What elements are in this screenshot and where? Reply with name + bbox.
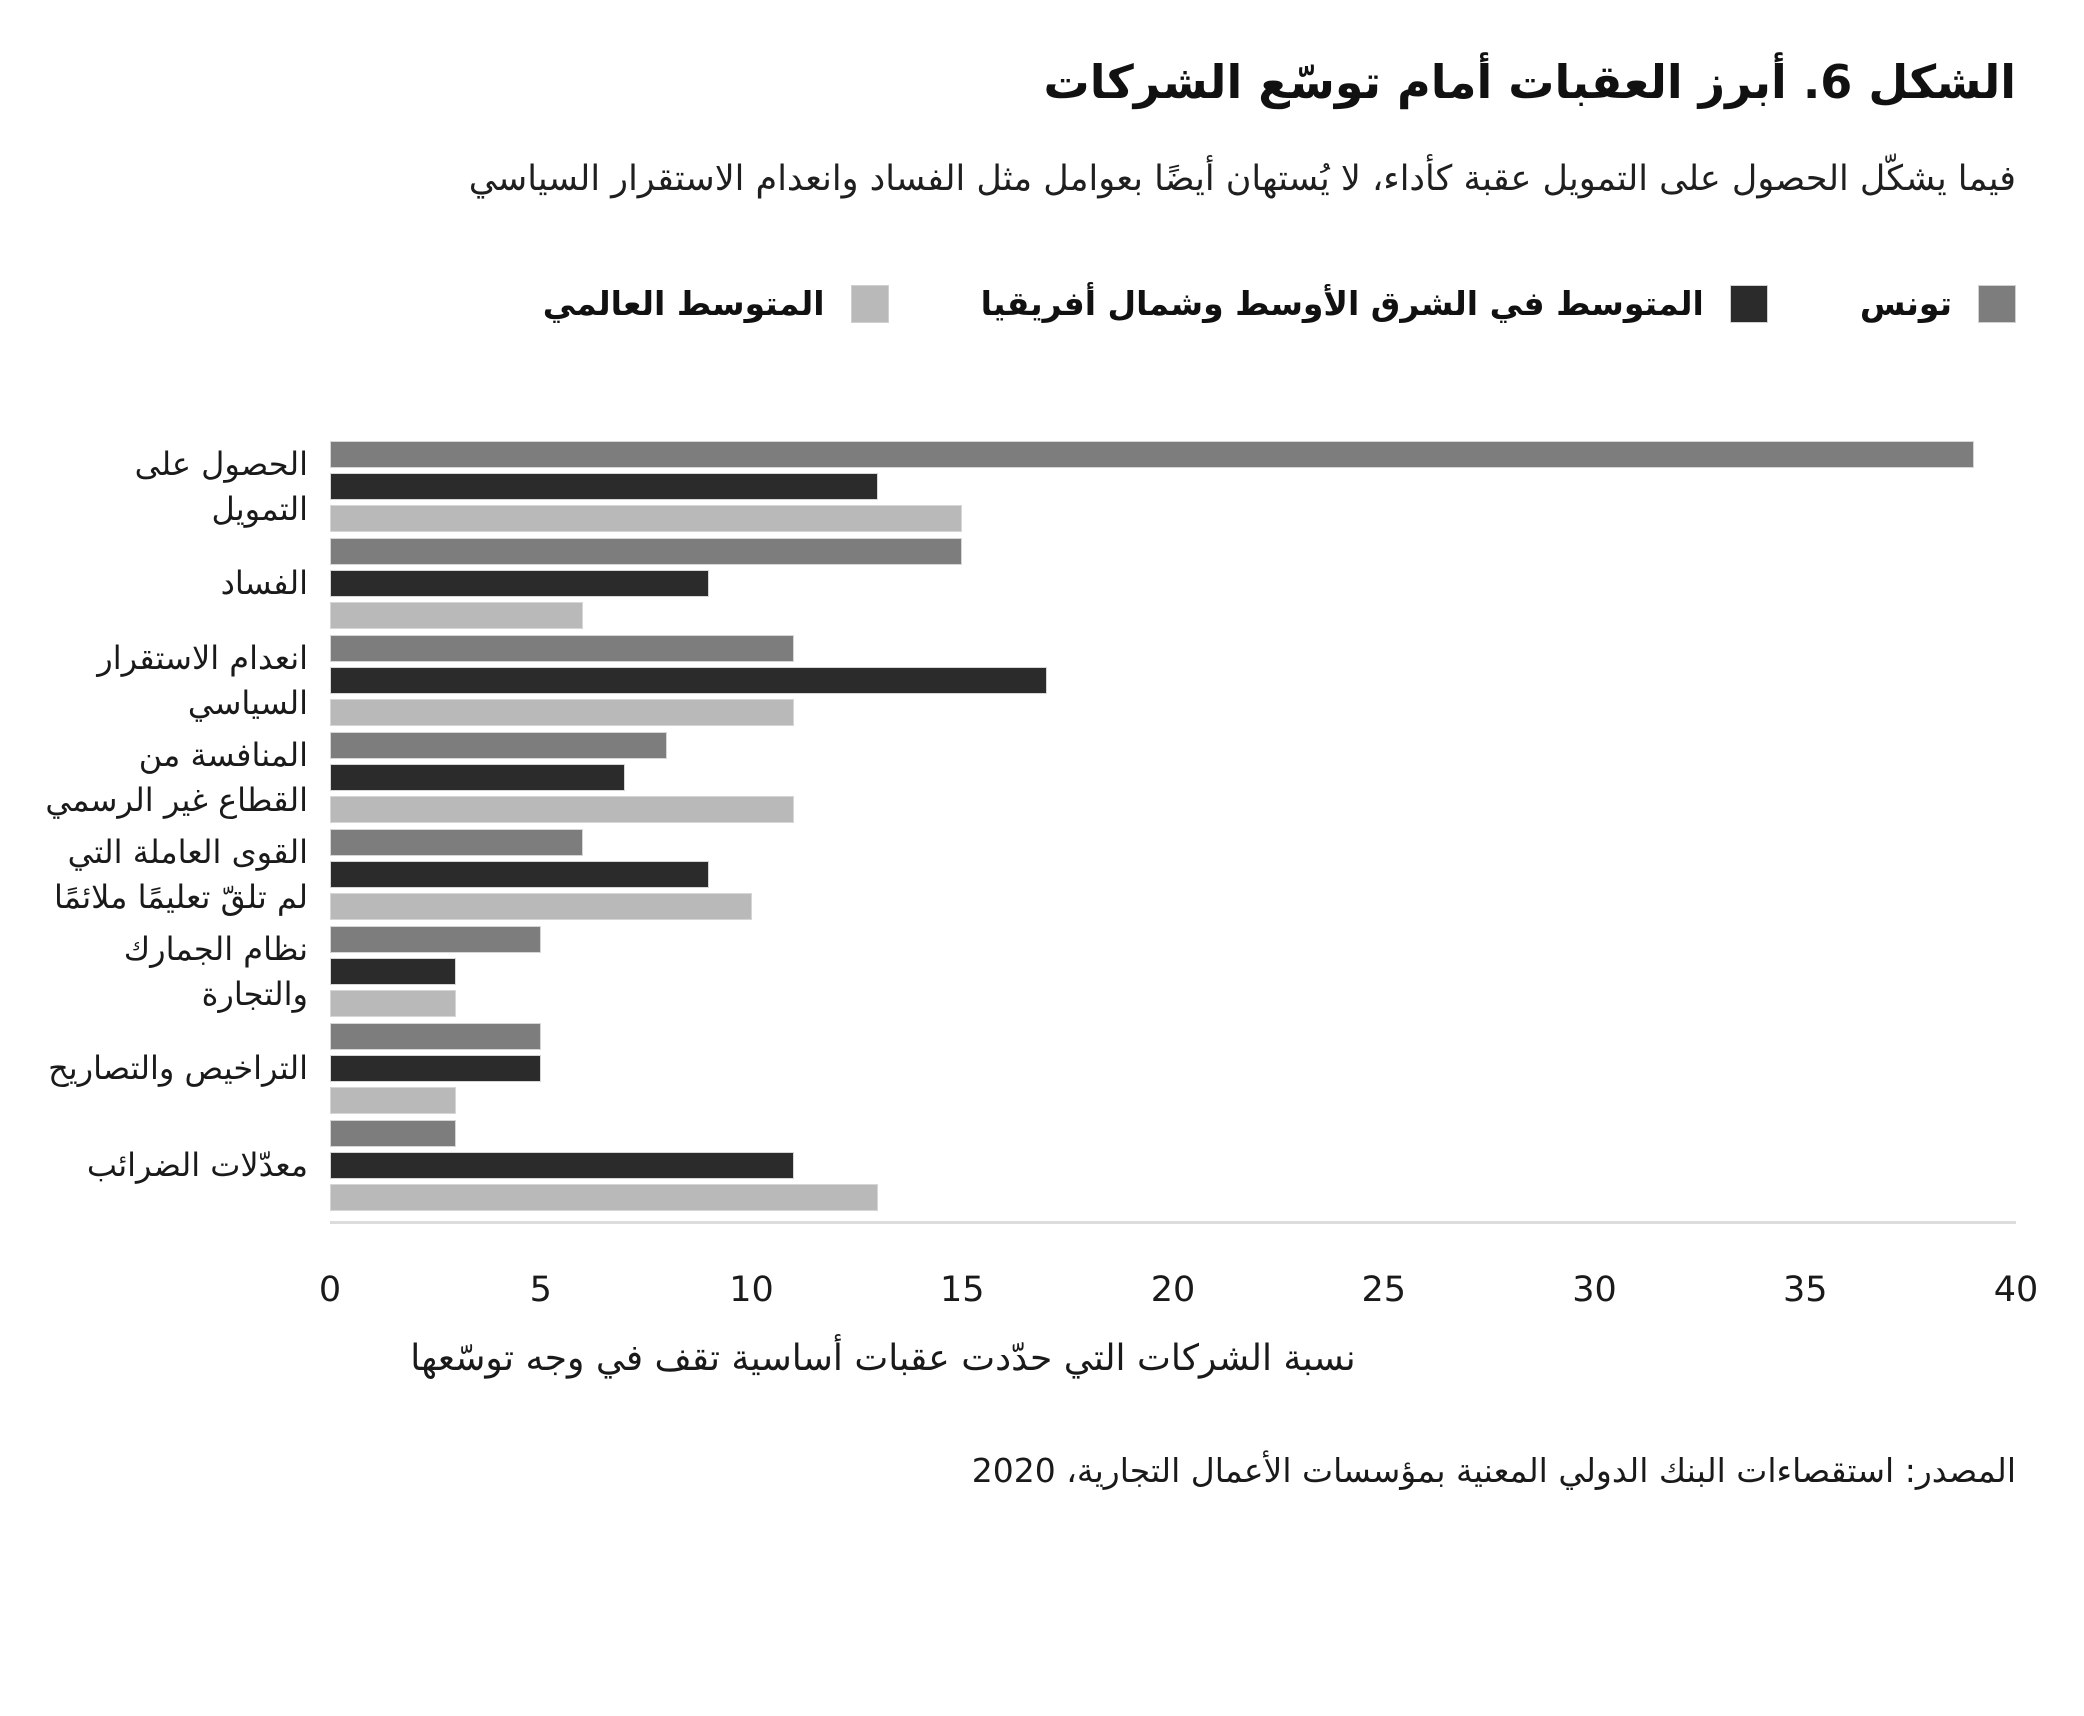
legend-item-global-average: المتوسط العالمي: [543, 284, 889, 323]
bar-tunisia: [330, 732, 668, 760]
bar-group: [330, 732, 2016, 824]
bar-mena-average: [330, 1152, 794, 1180]
legend-label-tunisia: تونس: [1859, 284, 1952, 324]
category-row: الفساد: [40, 538, 2016, 630]
category-label: نظام الجمارك والتجارة: [123, 929, 308, 1013]
bar-mena-average: [330, 958, 457, 986]
bar-global-average: [330, 796, 794, 824]
bar-mena-average: [330, 570, 710, 598]
bar-group: [330, 538, 2016, 630]
category-label: الحصول على التمويل: [134, 444, 308, 528]
bar-global-average: [330, 990, 457, 1018]
bar-global-average: [330, 699, 794, 727]
bar-tunisia: [330, 538, 963, 566]
bar-mena-average: [330, 764, 626, 792]
bar-mena-average: [330, 861, 710, 889]
plot-area: الحصول على التمويل الفساد انعدام الاستقرار…: [40, 441, 2016, 1212]
bar-tunisia: [330, 441, 1974, 469]
legend-item-mena-average: المتوسط في الشرق الأوسط وشمال أفريقيا: [981, 284, 1768, 323]
x-axis-ticks: 0 5 10 15 20 25 30 35 40: [319, 1224, 2038, 1316]
bar-chart: الحصول على التمويل الفساد انعدام الاستقرار…: [40, 441, 2038, 1316]
x-tick: 5: [529, 1270, 552, 1311]
bar-global-average: [330, 1087, 457, 1115]
bar-group: [330, 635, 2016, 727]
legend-label-global-average: المتوسط العالمي: [542, 284, 825, 324]
bar-tunisia: [330, 829, 583, 857]
x-axis-label: نسبة الشركات التي حدّدت عقبات أساسية تقف…: [410, 1338, 1356, 1380]
category-row: انعدام الاستقرار السياسي: [40, 635, 2016, 727]
category-label: التراخيص والتصاريح: [48, 1049, 308, 1088]
category-row: معدّلات الضرائب: [40, 1120, 2016, 1212]
x-axis: 0 5 10 15 20 25 30 35 40: [319, 1221, 2038, 1316]
category-label: انعدام الاستقرار السياسي: [97, 638, 308, 722]
bar-group: [330, 1120, 2016, 1212]
x-axis-line: [330, 1221, 2016, 1225]
legend-swatch-tunisia: [1978, 284, 2016, 323]
bar-group: [330, 441, 2016, 533]
legend-swatch-global-average: [850, 284, 889, 323]
figure-title: الشكل 6. أبرز العقبات أمام توسّع الشركات: [1043, 55, 2017, 109]
bar-group: [330, 1023, 2016, 1115]
category-row: نظام الجمارك والتجارة: [40, 926, 2016, 1018]
bar-mena-average: [330, 1055, 541, 1083]
bar-global-average: [330, 505, 963, 533]
figure: الشكل 6. أبرز العقبات أمام توسّع الشركات…: [0, 55, 2084, 1716]
x-tick: 20: [1150, 1270, 1196, 1311]
x-tick: 10: [729, 1270, 774, 1311]
category-label: المنافسة من القطاع غير الرسمي: [45, 735, 308, 819]
category-label: معدّلات الضرائب: [86, 1146, 308, 1185]
bar-tunisia: [330, 635, 794, 663]
category-row: القوى العاملة التي لم تلقّ تعليمًا ملائم…: [40, 829, 2016, 921]
x-tick: 35: [1782, 1270, 1828, 1311]
bar-mena-average: [330, 473, 878, 501]
x-tick: 25: [1361, 1270, 1407, 1311]
source-note: المصدر: استقصاءات البنك الدولي المعنية ب…: [971, 1451, 2016, 1491]
bar-global-average: [330, 1184, 878, 1212]
legend-label-mena-average: المتوسط في الشرق الأوسط وشمال أفريقيا: [980, 284, 1704, 324]
figure-subtitle: فيما يشكّل الحصول على التمويل عقبة كأداء…: [468, 159, 2016, 200]
bar-group: [330, 829, 2016, 921]
category-row: المنافسة من القطاع غير الرسمي: [40, 732, 2016, 824]
legend-swatch-mena-average: [1729, 284, 1768, 323]
category-row: التراخيص والتصاريح: [40, 1023, 2016, 1115]
legend: تونس المتوسط في الشرق الأوسط وشمال أفريقي…: [40, 284, 2016, 323]
legend-item-tunisia: تونس: [1860, 284, 2016, 323]
bar-global-average: [330, 602, 583, 630]
x-tick: 30: [1572, 1270, 1617, 1311]
x-tick: 15: [939, 1270, 985, 1311]
x-tick: 0: [318, 1270, 342, 1311]
bar-tunisia: [330, 926, 541, 954]
bar-tunisia: [330, 1120, 457, 1148]
x-tick: 40: [1993, 1270, 2039, 1311]
bar-tunisia: [330, 1023, 541, 1051]
category-label: الفساد: [220, 564, 308, 603]
bar-group: [330, 926, 2016, 1018]
bar-global-average: [330, 893, 752, 921]
category-row: الحصول على التمويل: [40, 441, 2016, 533]
category-label: القوى العاملة التي لم تلقّ تعليمًا ملائم…: [54, 832, 308, 916]
bar-mena-average: [330, 667, 1047, 695]
